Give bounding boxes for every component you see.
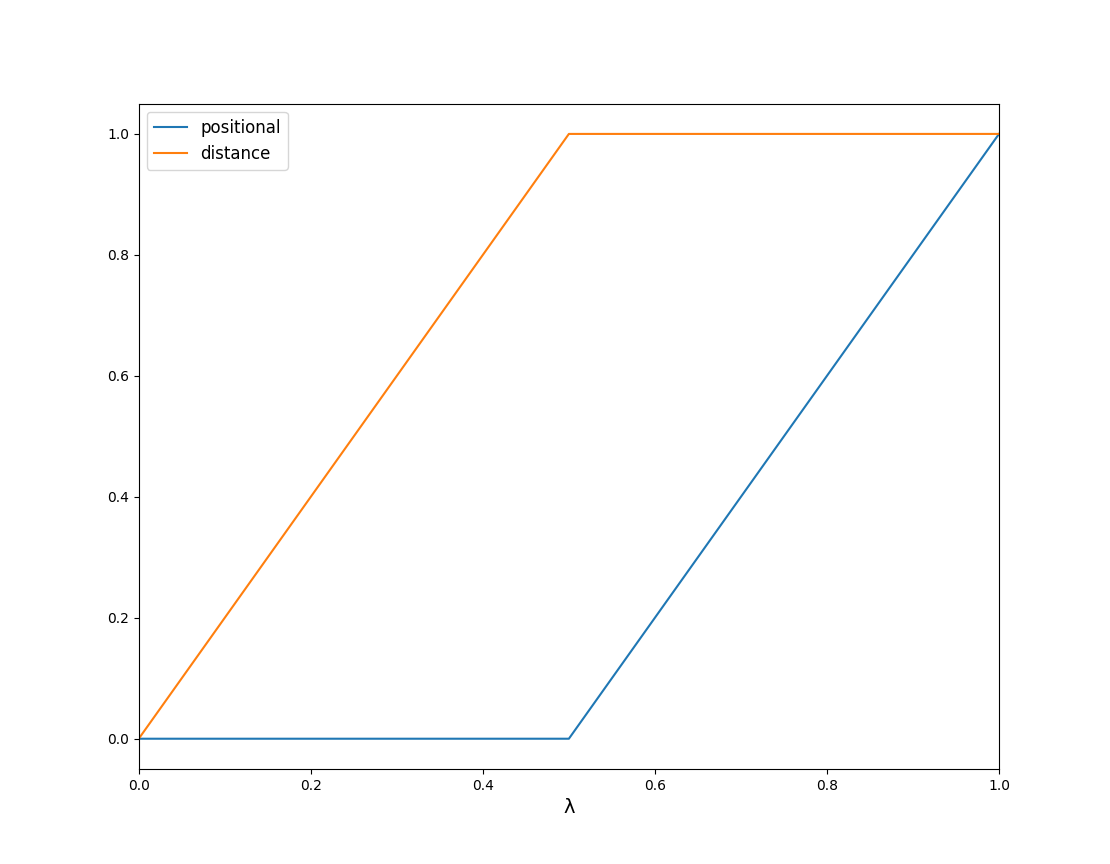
positional <box>562 734 575 744</box>
positional <box>562 734 575 744</box>
Line: positional: positional <box>139 134 999 739</box>
positional <box>992 129 1006 139</box>
X-axis label: λ: λ <box>563 798 575 817</box>
Legend: positional, distance: positional, distance <box>148 112 287 169</box>
Line: distance: distance <box>139 134 999 739</box>
distance <box>562 129 575 139</box>
distance <box>992 129 1006 139</box>
positional <box>132 734 145 744</box>
distance <box>132 734 145 744</box>
